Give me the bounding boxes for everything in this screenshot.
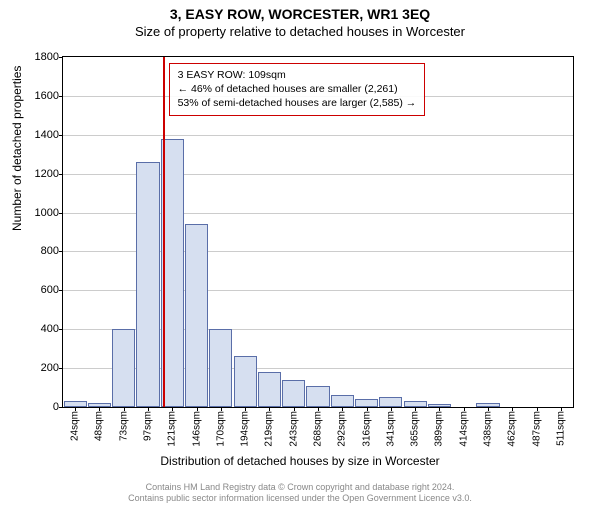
ytick-label: 800 bbox=[19, 245, 63, 257]
xtick-label: 365sqm bbox=[410, 411, 421, 447]
ytick-label: 1000 bbox=[19, 207, 63, 219]
footer-line-1: Contains HM Land Registry data © Crown c… bbox=[0, 482, 600, 493]
xtick-label: 48sqm bbox=[94, 411, 105, 441]
ytick-label: 600 bbox=[19, 284, 63, 296]
annotation-line: 53% of semi-detached houses are larger (… bbox=[178, 96, 417, 110]
annotation-line: 3 EASY ROW: 109sqm bbox=[178, 68, 417, 82]
footer-line-2: Contains public sector information licen… bbox=[0, 493, 600, 504]
xtick-label: 316sqm bbox=[361, 411, 372, 447]
xtick-label: 24sqm bbox=[70, 411, 81, 441]
annotation-line: ← 46% of detached houses are smaller (2,… bbox=[178, 82, 417, 96]
ytick-label: 1600 bbox=[19, 90, 63, 102]
xtick-label: 292sqm bbox=[337, 411, 348, 447]
histogram-bar bbox=[234, 356, 257, 407]
histogram-bar bbox=[306, 386, 329, 407]
xtick-label: 414sqm bbox=[458, 411, 469, 447]
ytick-label: 1800 bbox=[19, 51, 63, 63]
xtick-label: 73sqm bbox=[118, 411, 129, 441]
xtick-label: 146sqm bbox=[191, 411, 202, 447]
histogram-bar bbox=[209, 329, 232, 407]
histogram-bar bbox=[112, 329, 135, 407]
histogram-bar bbox=[282, 380, 305, 407]
xtick-label: 341sqm bbox=[385, 411, 396, 447]
xtick-label: 268sqm bbox=[313, 411, 324, 447]
histogram-bar bbox=[331, 395, 354, 407]
footer-attribution: Contains HM Land Registry data © Crown c… bbox=[0, 482, 600, 504]
xtick-label: 487sqm bbox=[531, 411, 542, 447]
xtick-label: 462sqm bbox=[507, 411, 518, 447]
chart-subtitle: Size of property relative to detached ho… bbox=[0, 24, 600, 39]
gridline bbox=[63, 135, 573, 136]
ytick-label: 0 bbox=[19, 401, 63, 413]
chart-title: 3, EASY ROW, WORCESTER, WR1 3EQ bbox=[0, 6, 600, 22]
histogram-bar bbox=[136, 162, 159, 407]
xtick-label: 389sqm bbox=[434, 411, 445, 447]
histogram-bar bbox=[185, 224, 208, 407]
xtick-label: 438sqm bbox=[483, 411, 494, 447]
histogram-bar bbox=[355, 399, 378, 407]
xtick-label: 219sqm bbox=[264, 411, 275, 447]
ytick-label: 200 bbox=[19, 362, 63, 374]
xtick-label: 170sqm bbox=[215, 411, 226, 447]
x-axis-label: Distribution of detached houses by size … bbox=[0, 454, 600, 468]
ytick-label: 1200 bbox=[19, 168, 63, 180]
xtick-label: 194sqm bbox=[240, 411, 251, 447]
xtick-label: 511sqm bbox=[555, 411, 566, 446]
ytick-label: 400 bbox=[19, 323, 63, 335]
xtick-label: 121sqm bbox=[167, 411, 178, 447]
xtick-label: 243sqm bbox=[288, 411, 299, 447]
histogram-bar bbox=[258, 372, 281, 407]
histogram-bar bbox=[379, 397, 402, 407]
xtick-label: 97sqm bbox=[143, 411, 154, 441]
ytick-label: 1400 bbox=[19, 129, 63, 141]
annotation-box: 3 EASY ROW: 109sqm← 46% of detached hous… bbox=[169, 63, 426, 116]
marker-line bbox=[163, 57, 165, 407]
chart-plot-area: 02004006008001000120014001600180024sqm48… bbox=[62, 56, 574, 408]
